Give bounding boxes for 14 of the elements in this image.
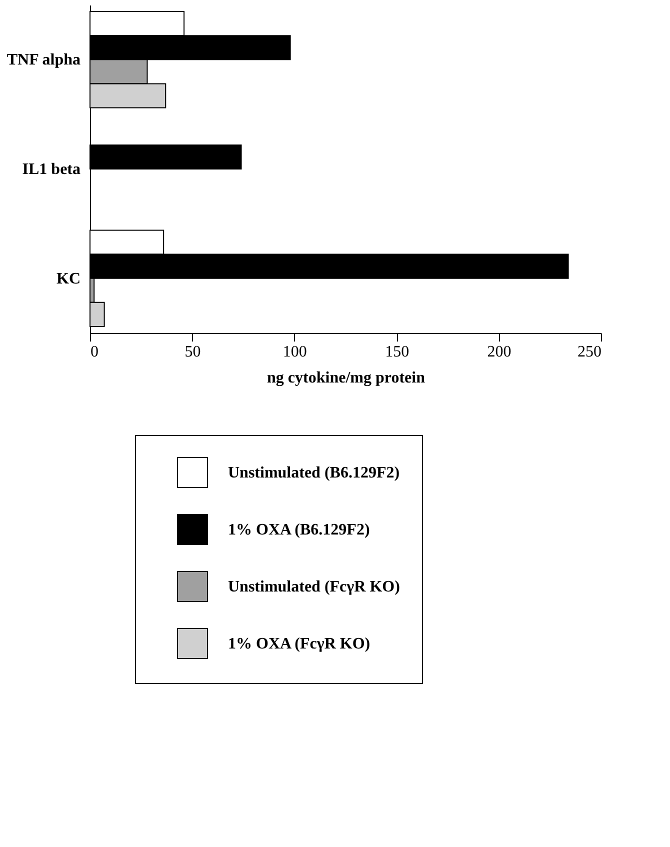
y-tick-label: KC <box>56 270 80 288</box>
x-tick-label: 100 <box>282 344 307 360</box>
y-tick-label: TNF alpha <box>6 52 80 69</box>
legend-label: Unstimulated (FcγR KO) <box>228 578 400 596</box>
x-tick-label: 150 <box>385 344 410 360</box>
x-axis-title: ng cytokine/mg protein <box>267 370 426 386</box>
legend-label: 1% OXA (FcγR KO) <box>228 636 370 652</box>
legend-label: Unstimulated (B6.129F2) <box>228 464 400 482</box>
x-tick-label: 50 <box>184 344 201 360</box>
x-tick-label: 0 <box>90 344 98 360</box>
legend-label: 1% OXA (B6.129F2) <box>228 522 370 538</box>
y-tick-label: IL1 beta <box>22 161 80 178</box>
x-tick-label: 200 <box>487 344 512 360</box>
x-tick-label: 250 <box>578 344 602 360</box>
